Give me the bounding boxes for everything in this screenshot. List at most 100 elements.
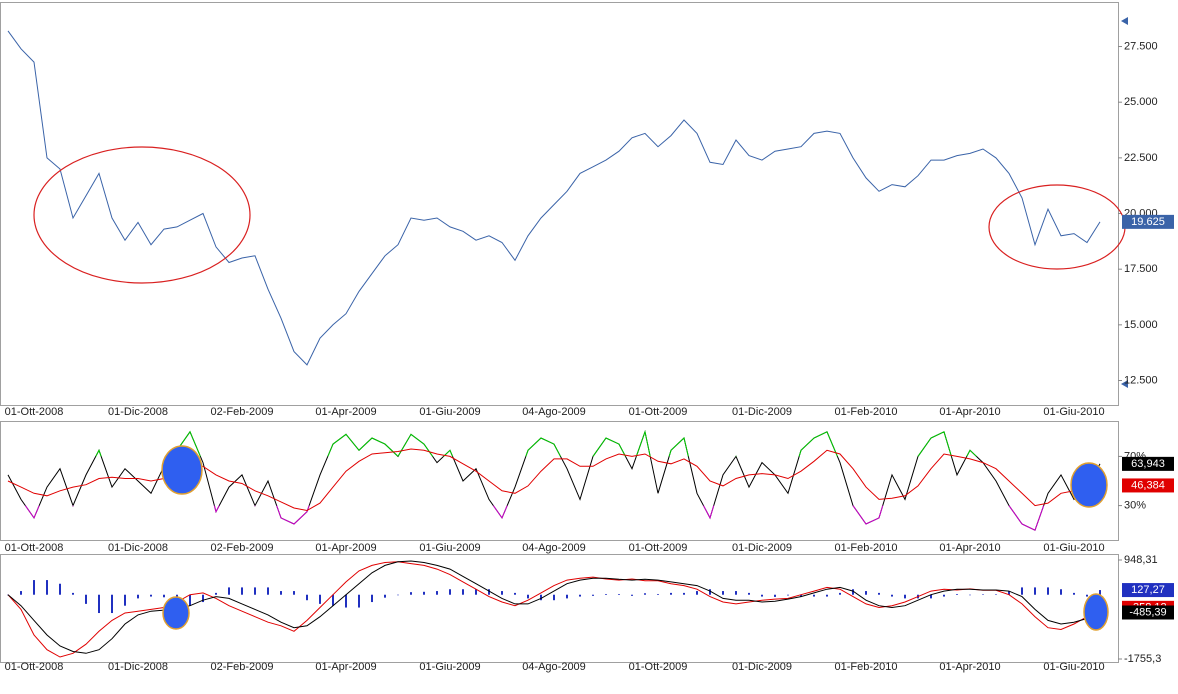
x-tick-label: 01-Ott-2009 — [629, 406, 688, 418]
x-tick-label: 01-Dic-2009 — [732, 542, 792, 554]
y-tick-label: 17.500 — [1124, 263, 1158, 275]
scale-marker — [1121, 380, 1128, 388]
histogram-bar — [501, 591, 503, 595]
histogram-bar — [358, 594, 360, 608]
histogram-bar — [33, 580, 35, 595]
histogram-bar — [839, 592, 841, 595]
y-tick-label: 22.500 — [1124, 152, 1158, 164]
series-line — [7, 30, 1101, 366]
histogram-bar — [85, 594, 87, 604]
x-tick-label: 01-Feb-2010 — [835, 542, 898, 554]
x-tick-label: 01-Giu-2009 — [419, 406, 480, 418]
x-tick-label: 04-Ago-2009 — [522, 661, 586, 673]
histogram-bar — [189, 594, 191, 606]
histogram-bar — [449, 589, 451, 595]
histogram-bar — [1047, 587, 1049, 595]
histogram-bar — [514, 592, 516, 595]
scale-marker — [1121, 17, 1128, 25]
x-tick-label: 02-Feb-2009 — [211, 661, 274, 673]
highlight-ellipse — [1083, 593, 1109, 631]
histogram-bar — [241, 587, 243, 595]
value-label-box — [1122, 478, 1174, 493]
x-tick-label: 01-Apr-2009 — [315, 542, 376, 554]
x-tick-label: 01-Apr-2009 — [315, 406, 376, 418]
y-tick-label: -1755,3 — [1124, 653, 1161, 665]
y-tick-label: 12.500 — [1124, 374, 1158, 386]
value-label: 63,943 — [1131, 458, 1165, 470]
histogram-bar — [657, 593, 659, 595]
histogram-bar — [436, 591, 438, 595]
histogram-bar — [1034, 587, 1036, 595]
x-tick-label: 04-Ago-2009 — [522, 406, 586, 418]
histogram-bar — [228, 587, 230, 595]
histogram-bar — [579, 594, 581, 597]
histogram-bar — [904, 594, 906, 599]
x-tick-label: 01-Apr-2009 — [315, 661, 376, 673]
histogram-bar — [1008, 591, 1010, 595]
histogram-bar — [150, 594, 152, 597]
x-tick-label: 01-Apr-2010 — [939, 406, 1000, 418]
histogram-bar — [267, 587, 269, 595]
x-tick-label: 01-Dic-2008 — [108, 542, 168, 554]
x-tick-label: 01-Dic-2008 — [108, 661, 168, 673]
histogram-bar — [878, 592, 880, 595]
histogram-bar — [319, 594, 321, 604]
x-tick-label: 01-Dic-2009 — [732, 661, 792, 673]
histogram-bar — [527, 594, 529, 599]
histogram-bar — [332, 594, 334, 606]
histogram-bar — [800, 594, 802, 597]
histogram-bar — [280, 591, 282, 595]
histogram-bar — [540, 594, 542, 601]
histogram-bar — [423, 591, 425, 595]
x-tick-label: 01-Giu-2010 — [1043, 542, 1104, 554]
value-label-box — [1122, 583, 1174, 598]
histogram-bar — [345, 594, 347, 608]
histogram-bar — [891, 594, 893, 597]
histogram-bar — [995, 594, 997, 595]
price-panel — [0, 2, 1119, 406]
histogram-bar — [1099, 590, 1101, 595]
histogram-bar — [761, 594, 763, 597]
histogram-bar — [631, 594, 633, 596]
histogram-bar — [202, 594, 204, 603]
x-tick-label: 01-Ott-2008 — [5, 661, 64, 673]
x-tick-label: 01-Ott-2008 — [5, 406, 64, 418]
value-label: 127,27 — [1131, 584, 1165, 596]
histogram-bar — [475, 589, 477, 595]
value-label-box — [1122, 456, 1174, 471]
histogram-bar — [969, 594, 971, 596]
x-tick-label: 01-Giu-2009 — [419, 661, 480, 673]
highlight-ellipse — [161, 445, 203, 495]
histogram-bar — [215, 592, 217, 595]
highlight-ellipse — [1070, 462, 1108, 508]
y-tick-label: 25.000 — [1124, 96, 1158, 108]
x-tick-label: 01-Apr-2010 — [939, 661, 1000, 673]
histogram-bar — [618, 593, 620, 595]
histogram-bar — [20, 591, 22, 595]
x-tick-label: 02-Feb-2009 — [211, 542, 274, 554]
x-tick-label: 01-Ott-2009 — [629, 542, 688, 554]
x-tick-label: 01-Giu-2010 — [1043, 406, 1104, 418]
histogram-bar — [696, 591, 698, 595]
histogram-bar — [1073, 592, 1075, 595]
x-tick-label: 01-Giu-2010 — [1043, 661, 1104, 673]
y-tick-label: 27.500 — [1124, 40, 1158, 52]
histogram-bar — [254, 587, 256, 595]
annotations — [33, 146, 1126, 631]
histogram-bar — [124, 594, 126, 606]
x-tick-label: 01-Feb-2010 — [835, 406, 898, 418]
histogram-bar — [865, 591, 867, 595]
histogram-bar — [163, 594, 165, 598]
histogram-bar — [930, 594, 932, 599]
histogram-bar — [943, 594, 945, 597]
overbought-line — [95, 429, 978, 457]
histogram-bar — [735, 591, 737, 595]
value-label: 46,384 — [1131, 479, 1165, 491]
histogram-bar — [566, 594, 568, 599]
histogram-bar — [488, 589, 490, 595]
y-tick-label: 30% — [1124, 499, 1146, 511]
histogram-bar — [1086, 594, 1088, 597]
histogram-bar — [293, 591, 295, 595]
histogram-bar — [1060, 589, 1062, 595]
